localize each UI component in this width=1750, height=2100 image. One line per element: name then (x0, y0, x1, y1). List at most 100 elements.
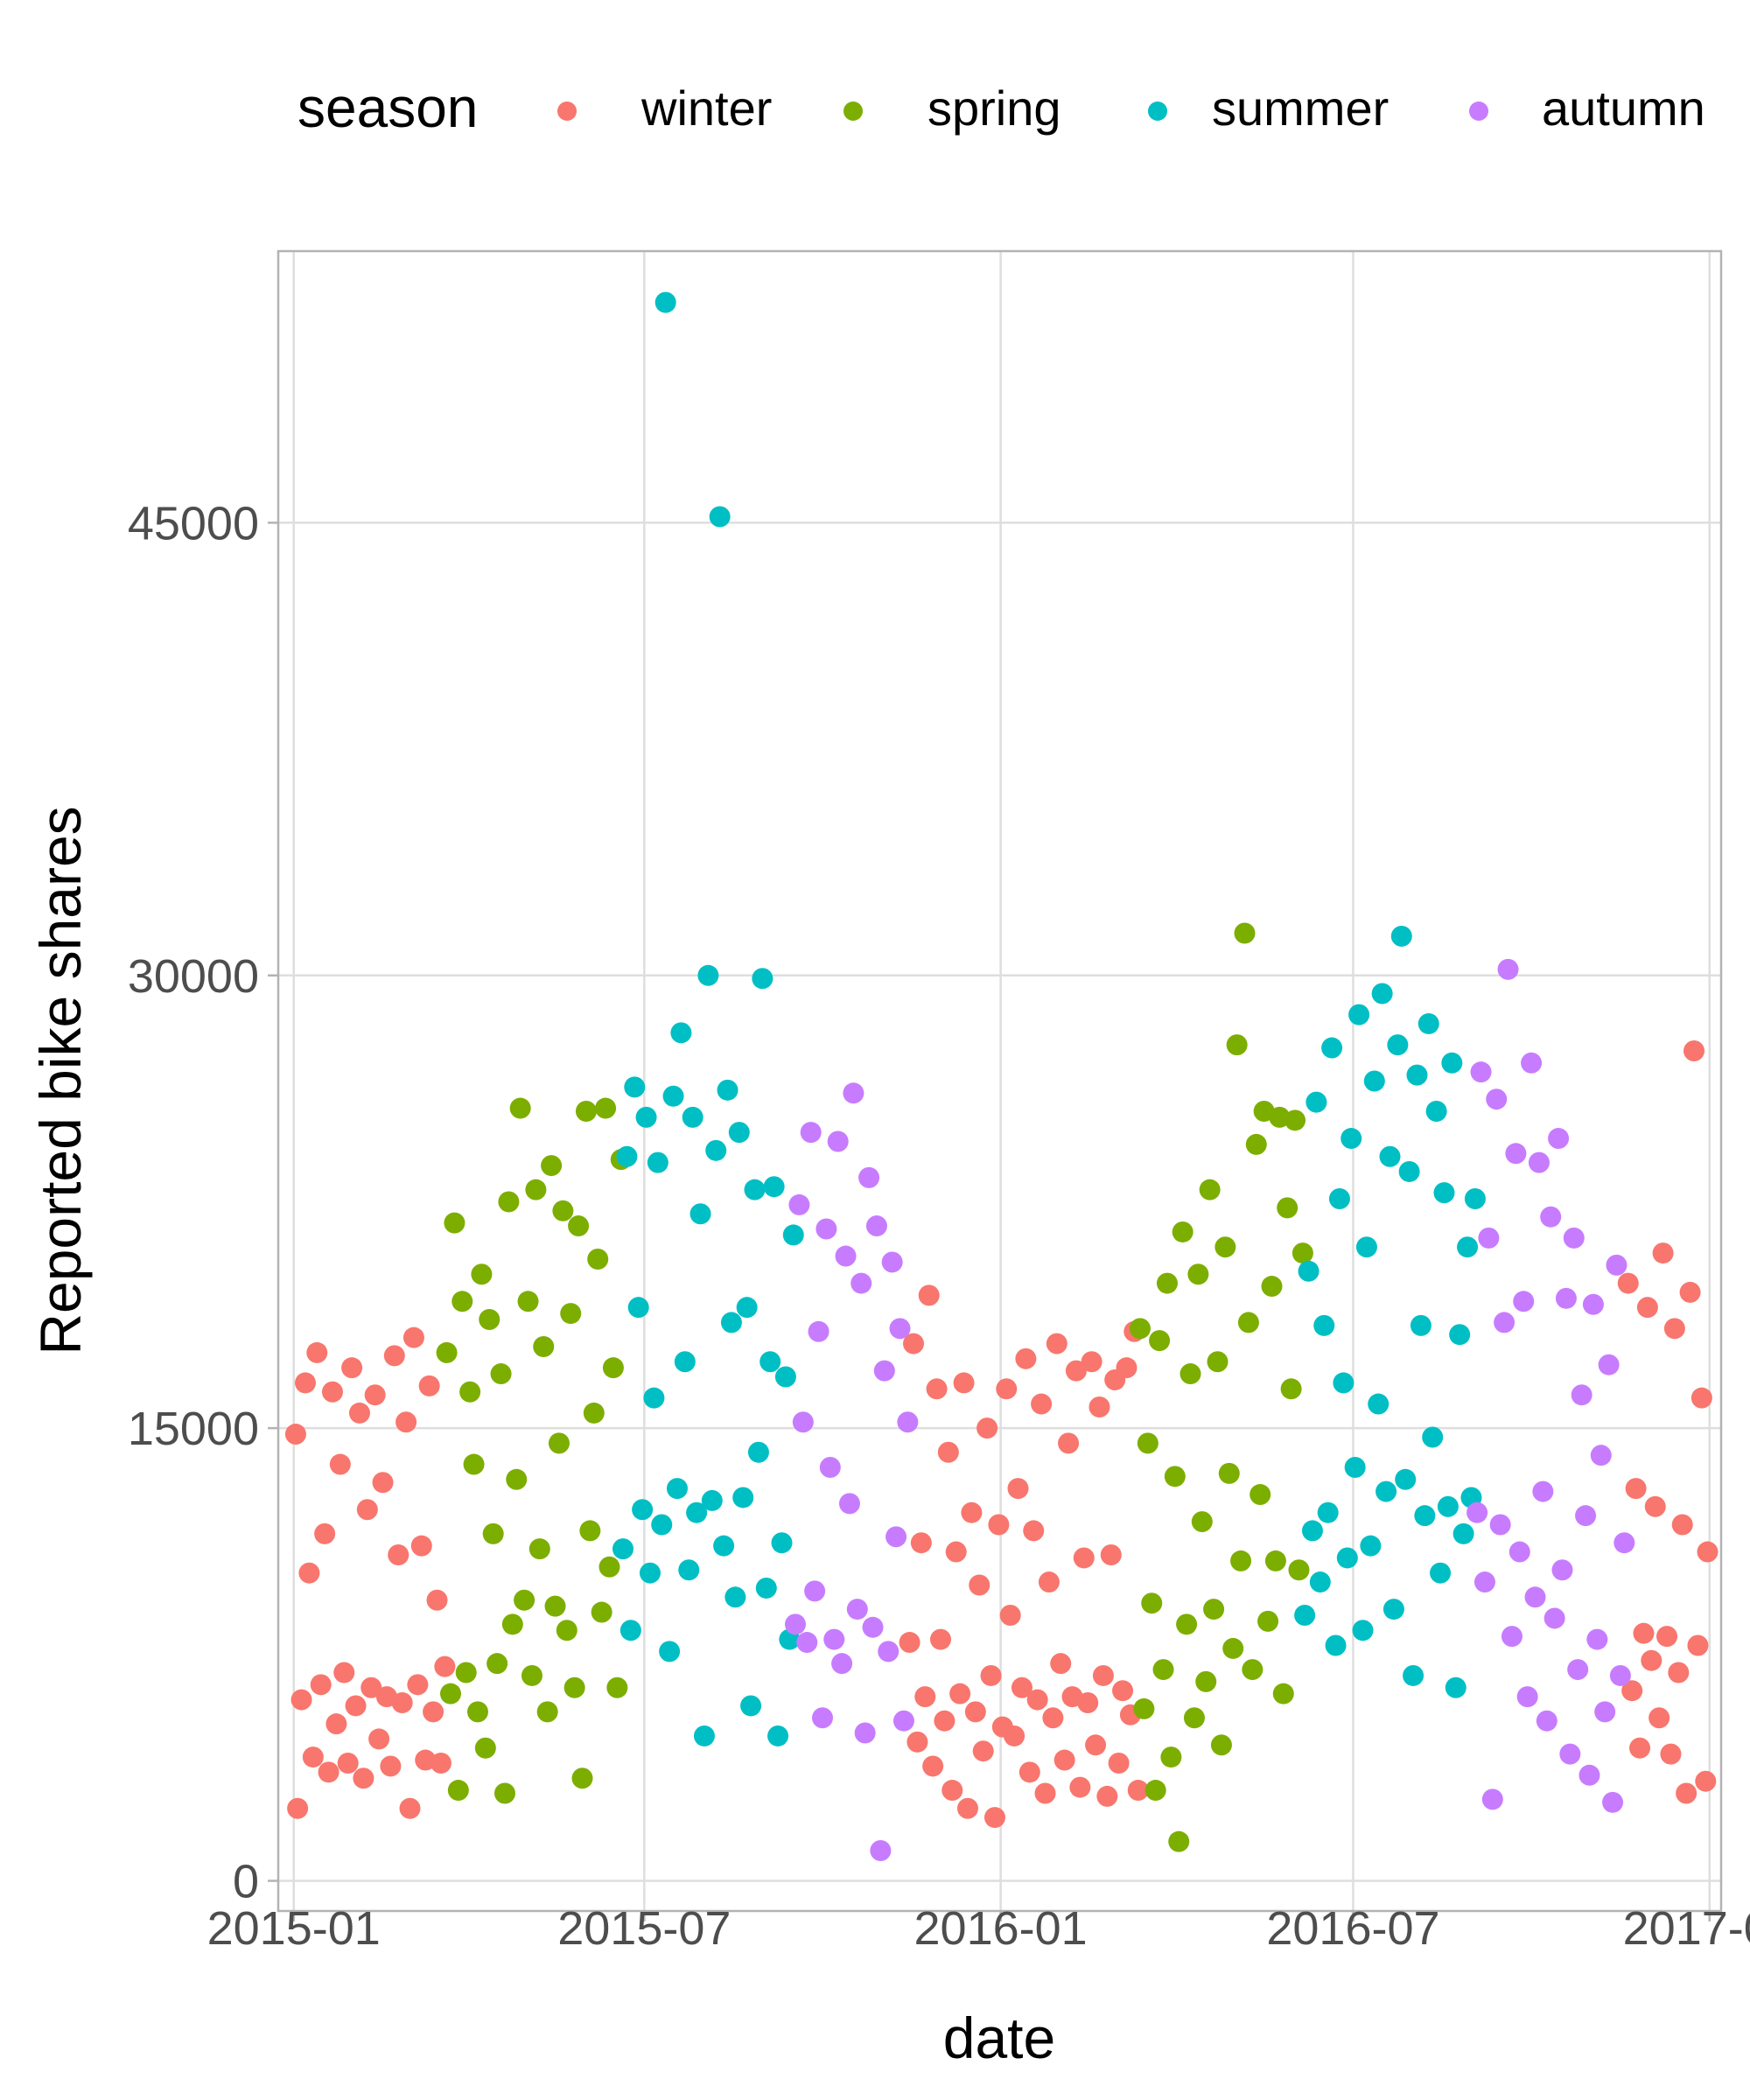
point-autumn (881, 1251, 903, 1273)
point-summer (1306, 1091, 1327, 1113)
point-summer (697, 964, 719, 986)
point-spring (1264, 1550, 1286, 1572)
point-winter (980, 1664, 1002, 1686)
point-winter (298, 1562, 320, 1584)
point-spring (571, 1768, 593, 1789)
point-winter (1663, 1318, 1685, 1340)
point-winter (1077, 1692, 1099, 1714)
point-autumn (784, 1614, 806, 1635)
point-winter (341, 1357, 363, 1379)
point-spring (1199, 1179, 1221, 1200)
point-winter (1085, 1734, 1107, 1756)
point-spring (1277, 1197, 1298, 1219)
point-autumn (846, 1599, 868, 1620)
point-spring (1160, 1746, 1182, 1768)
point-winter (1676, 1782, 1698, 1804)
point-summer (728, 1122, 750, 1144)
point-autumn (1590, 1445, 1612, 1466)
point-spring (1245, 1133, 1267, 1155)
point-winter (1697, 1541, 1718, 1563)
point-summer (771, 1532, 793, 1554)
point-spring (436, 1341, 458, 1363)
point-autumn (1614, 1532, 1635, 1554)
point-summer (1457, 1236, 1479, 1258)
point-winter (988, 1514, 1010, 1536)
point-spring (494, 1782, 515, 1804)
point-autumn (808, 1320, 830, 1342)
point-summer (1437, 1495, 1459, 1517)
point-winter (1679, 1281, 1701, 1303)
point-winter (1108, 1752, 1130, 1774)
point-winter (1034, 1782, 1056, 1804)
point-summer (674, 1351, 696, 1373)
point-winter (1652, 1242, 1674, 1264)
point-summer (1298, 1260, 1320, 1282)
point-spring (501, 1614, 523, 1635)
point-summer (632, 1499, 654, 1521)
point-autumn (816, 1218, 837, 1240)
point-autumn (862, 1616, 884, 1638)
point-spring (1234, 922, 1256, 944)
point-spring (1149, 1330, 1171, 1352)
point-winter (922, 1755, 944, 1777)
point-autumn (800, 1122, 822, 1144)
point-summer (1317, 1502, 1339, 1523)
point-winter (1656, 1626, 1678, 1648)
point-summer (1445, 1676, 1466, 1698)
point-winter (1050, 1653, 1072, 1675)
point-autumn (892, 1710, 914, 1732)
y-tick-label: 45000 (128, 497, 259, 550)
point-spring (1210, 1734, 1232, 1756)
point-spring (568, 1215, 590, 1237)
point-spring (533, 1336, 555, 1358)
point-autumn (827, 1130, 849, 1152)
point-spring (490, 1363, 512, 1385)
point-summer (701, 1489, 723, 1511)
point-winter (1690, 1387, 1712, 1409)
point-winter (380, 1755, 402, 1777)
point-winter (937, 1441, 959, 1463)
point-winter (899, 1632, 920, 1654)
point-spring (466, 1701, 488, 1723)
point-winter (353, 1768, 374, 1789)
point-summer (1333, 1372, 1354, 1394)
point-winter (364, 1384, 386, 1406)
point-winter (949, 1683, 971, 1704)
plot-area (276, 249, 1723, 1913)
point-winter (348, 1402, 370, 1424)
point-summer (1368, 1393, 1390, 1415)
point-winter (953, 1372, 975, 1394)
point-winter (1042, 1707, 1064, 1729)
point-spring (1172, 1221, 1194, 1242)
point-winter (1687, 1634, 1709, 1656)
point-summer (1328, 1188, 1350, 1210)
point-autumn (1466, 1502, 1488, 1523)
point-summer (651, 1514, 673, 1536)
point-winter (1015, 1348, 1037, 1369)
x-axis-title: date (943, 2006, 1055, 2070)
point-summer (740, 1695, 762, 1717)
point-spring (602, 1357, 624, 1379)
point-spring (1222, 1637, 1244, 1659)
point-winter (1660, 1743, 1682, 1765)
point-summer (752, 968, 774, 990)
point-autumn (811, 1707, 833, 1729)
point-summer (647, 1152, 668, 1173)
point-winter (961, 1502, 983, 1523)
point-winter (910, 1532, 932, 1554)
point-summer (1344, 1456, 1366, 1478)
point-spring (1272, 1683, 1294, 1704)
point-summer (693, 1725, 715, 1746)
point-autumn (1474, 1572, 1495, 1593)
point-spring (564, 1676, 585, 1698)
point-spring (447, 1780, 469, 1802)
point-autumn (1609, 1664, 1631, 1686)
point-winter (391, 1692, 413, 1714)
point-summer (620, 1620, 641, 1642)
point-autumn (850, 1272, 872, 1294)
point-autumn (1563, 1227, 1585, 1249)
point-summer (732, 1487, 754, 1508)
point-summer (1340, 1128, 1362, 1150)
point-summer (1371, 983, 1393, 1004)
point-autumn (1528, 1152, 1550, 1173)
